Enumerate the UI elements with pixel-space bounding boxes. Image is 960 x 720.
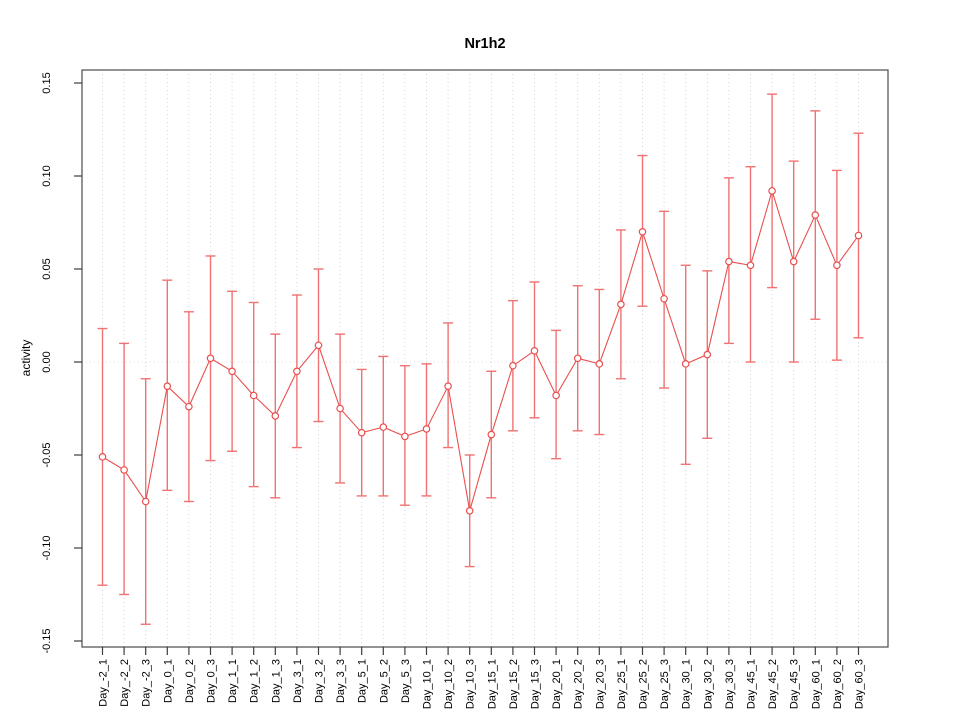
x-tick-label: Day_60_3: [854, 659, 866, 709]
x-tick-label: Day_5_2: [378, 659, 390, 703]
data-point: [120, 466, 128, 474]
data-point: [293, 367, 301, 376]
data-point: [811, 211, 820, 219]
y-tick-label: 0.15: [41, 72, 53, 93]
data-point: [833, 261, 841, 270]
data-point: [206, 354, 215, 363]
data-point: [487, 430, 496, 439]
x-tick-label: Day_-2_1: [98, 659, 110, 707]
data-point: [98, 453, 107, 461]
x-tick-label: Day_0_3: [206, 659, 218, 703]
data-point: [746, 261, 755, 270]
x-tick-label: Day_20_1: [551, 659, 563, 709]
x-tick-label: Day_1_3: [270, 659, 282, 703]
x-tick-label: Day_3_2: [314, 659, 326, 703]
data-point: [854, 231, 863, 240]
data-point: [703, 350, 712, 359]
x-tick-label: Day_45_1: [746, 659, 758, 709]
data-point: [509, 361, 517, 370]
x-tick-label: Day_45_2: [767, 659, 779, 709]
y-tick-label: -0.15: [41, 628, 53, 653]
x-tick-label: Day_15_2: [508, 659, 520, 709]
x-tick-label: Day_10_2: [443, 659, 455, 709]
x-tick-label: Day_5_1: [357, 659, 369, 703]
data-point: [444, 382, 452, 390]
x-tick-label: Day_20_2: [573, 659, 585, 709]
data-point: [357, 428, 366, 437]
x-tick-label: Day_60_1: [810, 659, 822, 709]
x-tick-label: Day_5_3: [400, 659, 412, 703]
plot-border: [81, 69, 889, 648]
x-tick-label: Day_1_1: [227, 659, 239, 703]
data-point: [422, 425, 431, 433]
series-line: [102, 188, 859, 511]
data-point: [552, 391, 560, 400]
x-tick-label: Day_45_3: [789, 659, 801, 709]
y-tick-label: -0.05: [41, 442, 53, 467]
x-tick-label: Day_30_3: [724, 659, 736, 709]
y-tick-label: -0.10: [41, 535, 53, 560]
data-point: [271, 412, 280, 420]
x-tick-label: Day_15_3: [530, 659, 542, 709]
x-tick-label: Day_3_1: [292, 659, 304, 703]
data-point: [379, 423, 388, 431]
data-point: [595, 360, 604, 368]
data-point: [163, 382, 172, 390]
y-tick-label: 0.10: [41, 165, 53, 186]
data-point: [617, 300, 625, 309]
x-tick-label: Day_-2_2: [119, 659, 131, 707]
x-tick-label: Day_0_2: [184, 659, 196, 703]
x-tick-label: Day_10_3: [465, 659, 477, 709]
data-point: [185, 402, 193, 411]
data-point: [336, 404, 344, 413]
x-tick-label: Day_1_2: [249, 659, 261, 703]
x-tick-label: Day_15_1: [486, 659, 498, 709]
data-point: [768, 187, 776, 195]
data-point: [530, 347, 539, 355]
x-tick-label: Day_-2_3: [141, 659, 153, 707]
data-point: [573, 354, 582, 363]
data-point: [789, 257, 798, 266]
x-tick-label: Day_20_3: [594, 659, 606, 709]
data-point: [638, 228, 647, 236]
data-point: [725, 257, 733, 266]
data-point: [465, 506, 474, 515]
data-point: [681, 360, 690, 368]
data-point: [401, 432, 409, 441]
x-tick-label: Day_25_2: [638, 659, 650, 709]
x-tick-label: Day_60_2: [832, 659, 844, 709]
data-point: [249, 391, 258, 400]
data-point: [314, 341, 323, 350]
x-tick-label: Day_10_1: [422, 659, 434, 709]
y-axis-title: activity: [19, 339, 33, 377]
x-tick-label: Day_0_1: [162, 659, 174, 703]
data-point: [660, 294, 668, 303]
data-point: [228, 367, 236, 376]
x-tick-label: Day_25_1: [616, 659, 628, 709]
data-point: [141, 497, 150, 506]
x-tick-label: Day_30_1: [681, 659, 693, 709]
y-tick-label: 0.00: [41, 351, 53, 372]
x-tick-label: Day_30_2: [702, 659, 714, 709]
x-tick-label: Day_3_3: [335, 659, 347, 703]
x-tick-label: Day_25_3: [659, 659, 671, 709]
chart-title: Nr1h2: [464, 36, 506, 52]
y-tick-label: 0.05: [41, 258, 53, 279]
